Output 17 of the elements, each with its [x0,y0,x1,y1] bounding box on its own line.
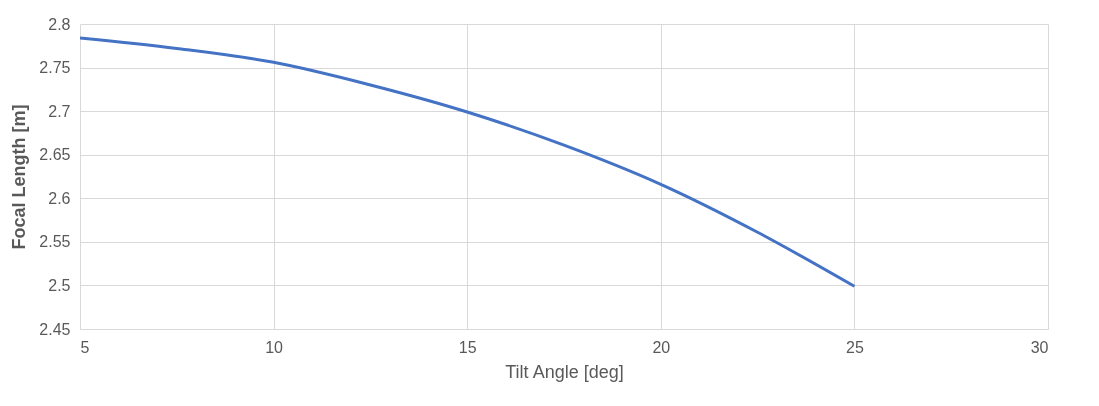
y-tick-label: 2.8 [48,15,71,33]
y-tick-label: 2.7 [48,102,71,120]
y-tick-label: 2.75 [39,59,71,77]
y-tick-label: 2.55 [39,233,71,251]
line-series [80,36,856,288]
x-tick-label: 5 [80,338,90,356]
y-tick-label: 2.45 [39,320,71,338]
y-axis-title: Focal Length [m] [9,104,30,250]
x-tick-label: 10 [265,338,284,356]
x-tick-label: 20 [652,338,671,356]
x-axis-title: Tilt Angle [deg] [505,361,624,382]
x-tick-label: 15 [458,338,477,356]
y-tick-label: 2.65 [39,146,71,164]
x-tick-label: 30 [1030,338,1049,356]
x-tick-label: 25 [846,338,864,356]
y-tick-label: 2.5 [48,276,71,294]
y-tick-label: 2.6 [48,189,71,207]
